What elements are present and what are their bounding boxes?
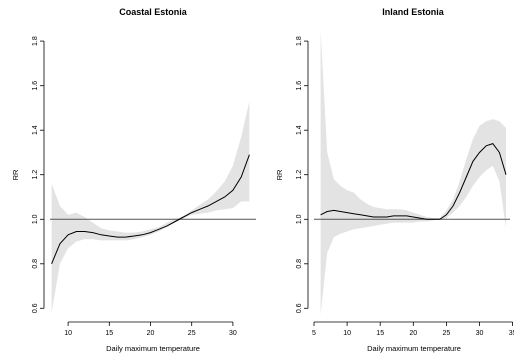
y-tick-label: 1.2: [296, 170, 303, 180]
confidence-band: [51, 101, 250, 313]
panel-coastal-estonia: Coastal Estonia RR Daily maximum tempera…: [11, 7, 256, 353]
rr-curve: [320, 143, 507, 220]
chart-title: Coastal Estonia: [119, 7, 188, 17]
y-axis-label: RR: [11, 169, 20, 180]
curve-layer: [51, 154, 250, 264]
y-tick-label: 1.8: [296, 36, 303, 46]
x-tick-label: 25: [443, 330, 451, 337]
band-layer: [51, 101, 250, 313]
y-tick-label: 1.0: [296, 214, 303, 224]
x-tick-label: 20: [409, 330, 417, 337]
y-tick-label: 1.6: [296, 81, 303, 91]
band-layer: [320, 30, 506, 315]
axes-layer: 0.6 0.8 1.0 1.2 1.4 1.6 1.8 5 10 15 20 25 30 35: [296, 36, 514, 337]
x-tick-label: 5: [312, 330, 316, 337]
x-tick-label: 15: [105, 330, 113, 337]
y-tick-label: 1.4: [32, 125, 39, 135]
x-tick-label: 35: [509, 330, 514, 337]
x-tick-label: 20: [147, 330, 155, 337]
rr-curve: [51, 154, 250, 264]
y-tick-label: 1.4: [296, 125, 303, 135]
y-tick-label: 1.2: [32, 170, 39, 180]
x-tick-label: 10: [64, 330, 72, 337]
x-axis-label: Daily maximum temperature: [367, 344, 461, 353]
confidence-band: [320, 30, 506, 315]
y-tick-label: 0.6: [296, 303, 303, 313]
y-tick-label: 0.8: [32, 259, 39, 269]
y-tick-label: 0.8: [296, 259, 303, 269]
y-axis-label: RR: [275, 169, 284, 180]
chart-title: Inland Estonia: [382, 7, 445, 17]
y-tick-label: 1.8: [32, 36, 39, 46]
x-tick-label: 25: [188, 330, 196, 337]
x-tick-label: 10: [343, 330, 351, 337]
y-tick-label: 1.0: [32, 214, 39, 224]
y-tick-label: 0.6: [32, 303, 39, 313]
x-tick-label: 30: [229, 330, 237, 337]
x-axis-label: Daily maximum temperature: [106, 344, 200, 353]
axes-layer: 0.6 0.8 1.0 1.2 1.4 1.6 1.8 10 15 20 25 30: [32, 36, 237, 337]
x-tick-label: 15: [376, 330, 384, 337]
x-tick-label: 30: [476, 330, 484, 337]
panel-inland-estonia: Inland Estonia RR Daily maximum temperat…: [275, 7, 514, 353]
curve-layer: [320, 143, 507, 220]
y-tick-label: 1.6: [32, 81, 39, 91]
